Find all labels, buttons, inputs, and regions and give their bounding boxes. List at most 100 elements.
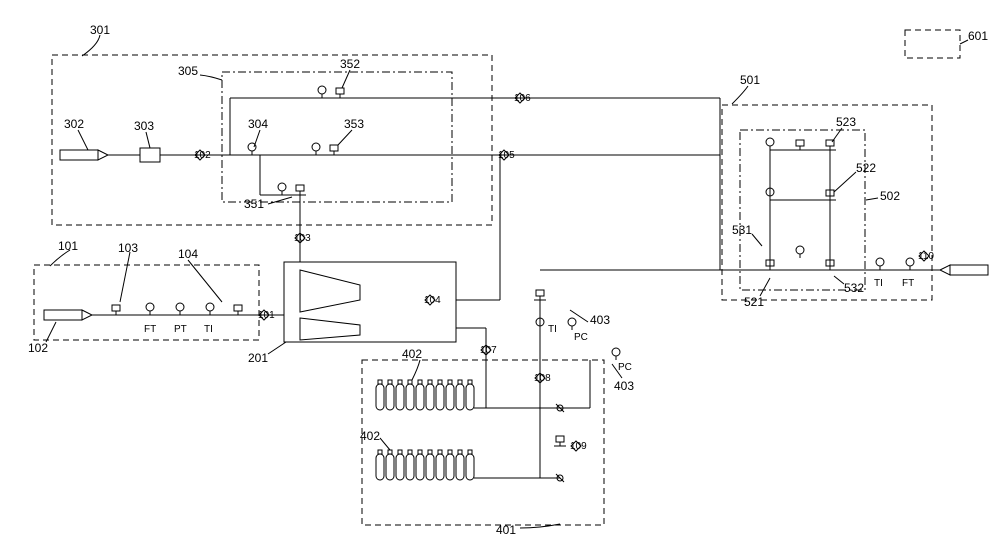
instr-PC-b <box>612 348 620 360</box>
valve-403a <box>534 290 546 300</box>
label-521: 521 <box>744 295 764 309</box>
leader-201 <box>268 342 286 354</box>
label-351: 351 <box>244 197 264 211</box>
label-352: 352 <box>340 57 360 71</box>
leader-531 <box>752 234 762 246</box>
leader-303 <box>146 132 150 148</box>
box-305 <box>222 72 452 202</box>
label-523: 523 <box>836 115 856 129</box>
compressor-b <box>300 318 360 340</box>
leader-502 <box>866 198 878 200</box>
label-402b: 402 <box>360 429 380 443</box>
instr-531 <box>796 246 804 258</box>
label-502: 502 <box>880 189 900 203</box>
valve-523b <box>824 140 836 150</box>
label-305: 305 <box>178 64 198 78</box>
valve-351 <box>294 185 306 195</box>
device-303 <box>140 148 160 162</box>
leader-102 <box>46 322 56 342</box>
leader-103 <box>120 252 130 302</box>
leader-532 <box>834 276 844 284</box>
instr-FT <box>146 303 154 315</box>
label-102: 102 <box>28 341 48 355</box>
leader-403a <box>570 310 588 322</box>
tagtext-102: 102 <box>194 150 211 161</box>
instr-352 <box>318 86 326 98</box>
label-401: 401 <box>496 523 516 537</box>
label-103: 103 <box>118 241 138 255</box>
text-TIr: TI <box>874 278 883 289</box>
leader-301 <box>82 35 100 56</box>
instr-353 <box>312 143 320 155</box>
text-FTr: FT <box>902 278 914 289</box>
leader-352 <box>342 70 350 88</box>
label-403a: 403 <box>590 313 610 327</box>
label-104: 104 <box>178 247 198 261</box>
label-532: 532 <box>844 281 864 295</box>
leader-402b <box>380 438 390 450</box>
label-531: 531 <box>732 223 752 237</box>
valve-101a <box>110 305 122 315</box>
label-201: 201 <box>248 351 268 365</box>
text-TI: TI <box>204 324 213 335</box>
pid-diagram: 301 305 352 302 303 304 353 351 101 103 … <box>0 0 1000 543</box>
leader-353 <box>338 130 352 145</box>
valve-352 <box>334 88 346 98</box>
tagtext-105: 105 <box>498 150 515 161</box>
box-601 <box>905 30 960 58</box>
outlet-right <box>940 265 988 275</box>
instr-FT-r <box>906 258 914 270</box>
leader-501 <box>732 86 748 104</box>
valve-353 <box>328 145 340 155</box>
label-101: 101 <box>58 239 78 253</box>
instr-TI-r <box>876 258 884 270</box>
valve-403b <box>554 436 566 446</box>
valve-523 <box>794 140 806 150</box>
instr-TI <box>206 303 214 315</box>
text-FT: FT <box>144 324 156 335</box>
label-402a: 402 <box>402 347 422 361</box>
leader-522 <box>834 172 856 192</box>
label-302: 302 <box>64 117 84 131</box>
tagtext-104: 104 <box>424 295 441 306</box>
label-601: 601 <box>968 29 988 43</box>
text-PT: PT <box>174 324 187 335</box>
text-PCb: PC <box>618 362 632 373</box>
iso-b <box>556 474 564 482</box>
instr-PT <box>176 303 184 315</box>
instr-351 <box>278 183 286 195</box>
leader-521 <box>760 278 770 296</box>
leader-304 <box>254 130 260 147</box>
compressor-a <box>300 270 360 312</box>
instr-PC-a <box>568 318 576 330</box>
instr-523a <box>766 138 774 150</box>
tagtext-101: 101 <box>258 310 275 321</box>
text-TIb: TI <box>548 324 557 335</box>
leader-302 <box>78 130 88 150</box>
tagtext-109: 109 <box>570 441 587 452</box>
leader-402a <box>412 360 420 380</box>
valve-101b <box>232 305 244 315</box>
label-501: 501 <box>740 73 760 87</box>
box-501 <box>722 105 932 300</box>
leader-601 <box>960 40 968 44</box>
tagtext-106: 106 <box>514 93 531 104</box>
label-353: 353 <box>344 117 364 131</box>
label-403b: 403 <box>614 379 634 393</box>
leader-104 <box>188 260 222 302</box>
cylinder-bank-a <box>376 380 474 410</box>
leader-305 <box>200 75 222 80</box>
tagtext-103: 103 <box>294 233 311 244</box>
label-301: 301 <box>90 23 110 37</box>
text-PCa: PC <box>574 332 588 343</box>
box-502 <box>740 130 865 290</box>
tagtext-110: 110 <box>918 251 934 262</box>
cylinder-bank-b <box>376 450 474 480</box>
tagtext-107: 107 <box>480 345 497 356</box>
label-522: 522 <box>856 161 876 175</box>
label-304: 304 <box>248 117 268 131</box>
leader-351 <box>268 197 292 204</box>
tagtext-108: 108 <box>534 373 551 384</box>
box-301 <box>52 55 492 225</box>
label-303: 303 <box>134 119 154 133</box>
